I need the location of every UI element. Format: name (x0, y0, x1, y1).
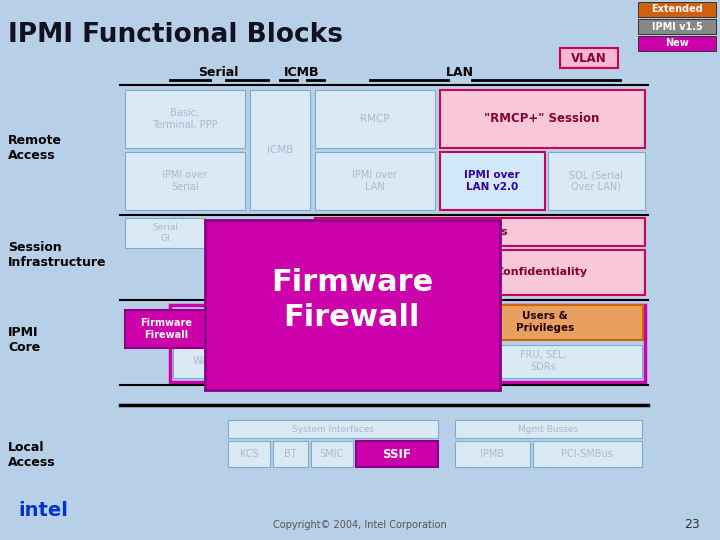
Text: LAN: LAN (446, 65, 474, 78)
Bar (638, 2, 716, 17)
Text: Remote
Access: Remote Access (8, 134, 62, 162)
Text: RMCP: RMCP (360, 114, 390, 124)
Bar (273, 441, 308, 467)
Bar (440, 250, 645, 295)
Bar (250, 90, 310, 210)
Text: PEF: PEF (282, 356, 300, 366)
Bar (205, 220, 500, 390)
Text: Serial
GI: Serial GI (152, 224, 178, 242)
Text: Basic,
Terminal, PPP: Basic, Terminal, PPP (152, 108, 218, 130)
Text: IPMB: IPMB (480, 449, 504, 459)
Bar (560, 48, 618, 68)
Text: IPMI over
LAN: IPMI over LAN (353, 170, 397, 192)
Text: IPMI v1.5: IPMI v1.5 (652, 22, 703, 31)
Text: Confidentiality: Confidentiality (496, 267, 588, 277)
Bar (638, 36, 716, 51)
Bar (125, 90, 245, 148)
Bar (228, 420, 438, 438)
Text: Local
Access: Local Access (8, 441, 55, 469)
Bar (311, 441, 353, 467)
Text: IPMI Functional Blocks: IPMI Functional Blocks (8, 22, 343, 48)
Text: Payloads: Payloads (452, 227, 508, 237)
Text: LAN & Serial
Alerting: LAN & Serial Alerting (354, 352, 410, 370)
Text: "RMCP+" Session: "RMCP+" Session (485, 112, 600, 125)
Text: SMIC: SMIC (320, 449, 344, 459)
Bar (125, 310, 207, 348)
Text: Serial: Serial (198, 65, 238, 78)
Text: PCI-SMBus: PCI-SMBus (561, 449, 613, 459)
Text: Copyright© 2004, Intel Corporation: Copyright© 2004, Intel Corporation (273, 520, 447, 530)
Text: Firmware
Firewall: Firmware Firewall (140, 318, 192, 340)
Text: ICMB: ICMB (284, 65, 320, 78)
Text: FRU, SEL,
SDRs: FRU, SEL, SDRs (520, 350, 567, 372)
Text: New: New (665, 38, 689, 49)
Text: KCS: KCS (240, 449, 258, 459)
Text: Logging: Logging (387, 317, 426, 327)
Text: Session
Infrastructure: Session Infrastructure (8, 241, 107, 269)
Text: System Interfaces: System Interfaces (292, 424, 374, 434)
Text: SOL (Serial
Over LAN): SOL (Serial Over LAN) (569, 170, 623, 192)
Text: BT: BT (284, 449, 297, 459)
Text: IPMI
Core: IPMI Core (8, 326, 40, 354)
Bar (125, 218, 205, 248)
Text: intel: intel (18, 501, 68, 519)
Bar (455, 420, 642, 438)
Text: SSIF: SSIF (382, 448, 411, 461)
Bar (548, 152, 645, 210)
Bar (264, 345, 319, 378)
Bar (315, 152, 435, 210)
Bar (315, 90, 435, 148)
Text: Extended: Extended (651, 4, 703, 15)
Bar (322, 345, 442, 378)
Bar (455, 441, 530, 467)
Text: ICMB: ICMB (267, 145, 293, 155)
Bar (533, 441, 642, 467)
Bar (356, 441, 438, 467)
Text: Firmware
Firewall: Firmware Firewall (271, 267, 433, 333)
Text: IPMI over
LAN v2.0: IPMI over LAN v2.0 (464, 170, 520, 192)
Text: Mgmt Busses: Mgmt Busses (518, 424, 578, 434)
Bar (445, 345, 642, 378)
Bar (125, 152, 245, 210)
Bar (440, 152, 545, 210)
Bar (170, 305, 645, 382)
Text: 23: 23 (684, 518, 700, 531)
Bar (173, 345, 261, 378)
Text: VLAN: VLAN (571, 51, 607, 64)
Text: Watchdog: Watchdog (193, 356, 241, 366)
Bar (638, 19, 716, 34)
Text: IPMI over
Serial: IPMI over Serial (163, 170, 207, 192)
Bar (315, 218, 645, 246)
Bar (228, 441, 270, 467)
Bar (448, 305, 643, 340)
Text: Users &
Privileges: Users & Privileges (516, 311, 574, 333)
Bar (370, 305, 445, 340)
Bar (440, 90, 645, 148)
